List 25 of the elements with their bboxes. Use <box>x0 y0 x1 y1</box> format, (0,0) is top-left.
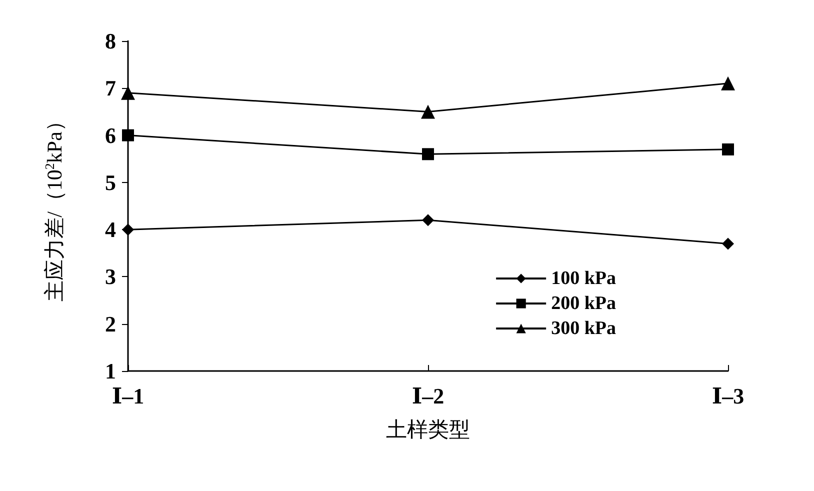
y-tick-label: 5 <box>105 170 116 195</box>
y-axis-title: 主应力差/（102kPa） <box>42 110 66 302</box>
x-tick-label: Ⅰ–3 <box>712 384 744 408</box>
y-tick-label: 4 <box>105 217 116 242</box>
legend-label: 100 kPa <box>551 268 616 289</box>
y-tick-label: 1 <box>105 358 116 384</box>
y-tick-label: 7 <box>105 76 116 101</box>
y-tick-label: 8 <box>105 28 116 54</box>
point <box>122 129 134 142</box>
point <box>422 148 434 160</box>
point <box>122 224 134 236</box>
point <box>722 143 734 156</box>
point <box>722 238 734 250</box>
point <box>721 76 735 90</box>
y-tick-label: 3 <box>105 264 116 290</box>
legend-label: 300 kPa <box>551 318 616 339</box>
x-axis-title: 土样类型 <box>386 418 470 442</box>
y-tick-label: 2 <box>105 311 116 336</box>
x-tick-label: Ⅰ–2 <box>412 384 444 408</box>
y-tick-label: 6 <box>105 122 116 148</box>
point <box>422 214 434 226</box>
point <box>421 104 435 119</box>
x-tick-label: Ⅰ–1 <box>112 384 144 408</box>
legend-label: 200 kPa <box>551 293 616 314</box>
point <box>121 86 135 100</box>
